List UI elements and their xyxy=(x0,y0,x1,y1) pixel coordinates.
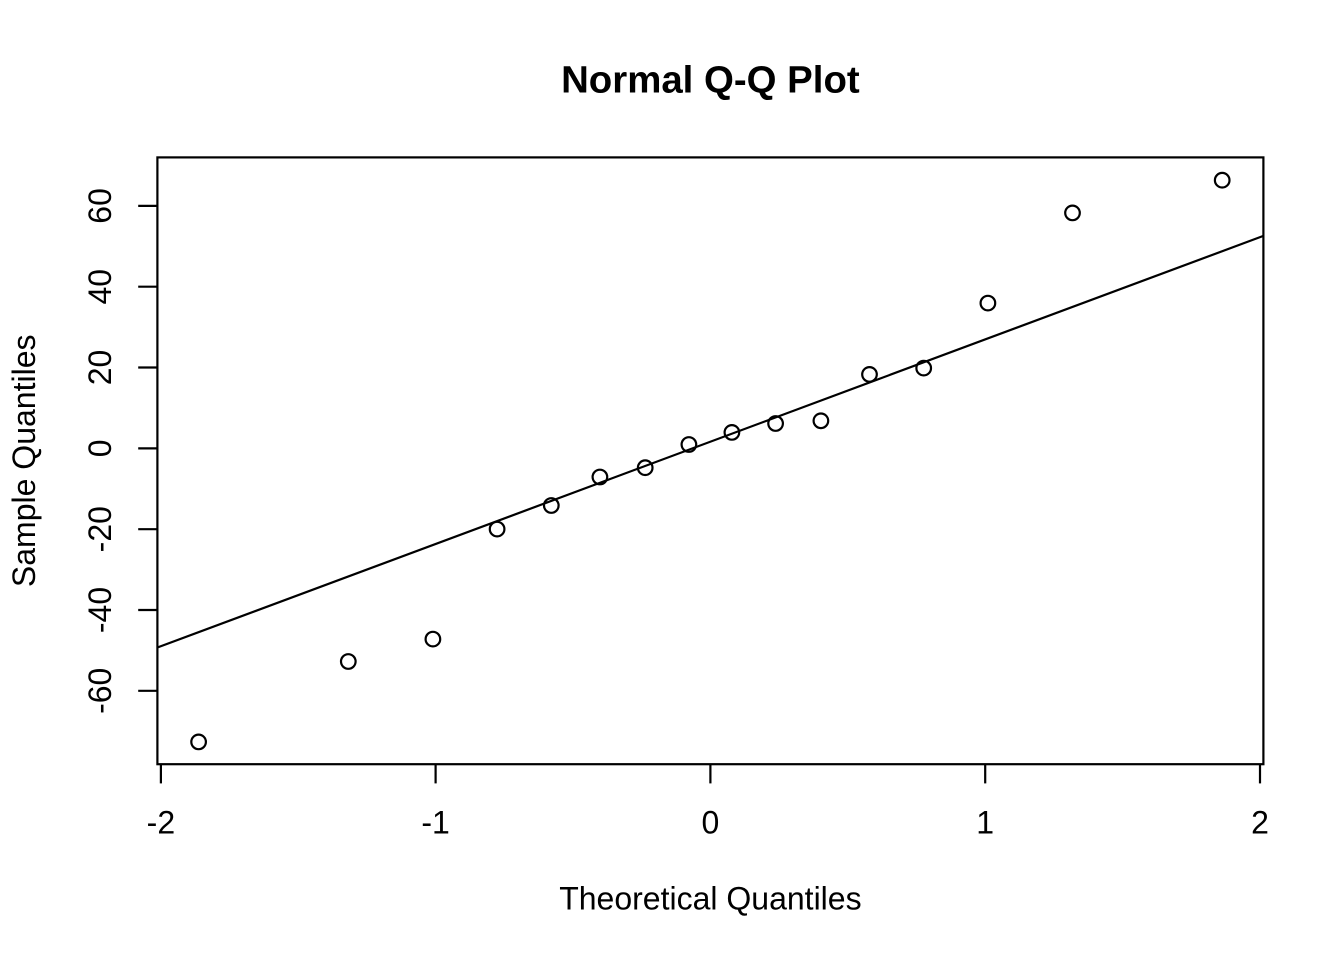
svg-text:0: 0 xyxy=(82,440,118,458)
svg-text:-1: -1 xyxy=(421,805,449,841)
svg-text:Theoretical Quantiles: Theoretical Quantiles xyxy=(559,880,861,916)
svg-text:0: 0 xyxy=(702,805,720,841)
svg-text:-20: -20 xyxy=(82,506,118,552)
svg-text:Normal Q-Q Plot: Normal Q-Q Plot xyxy=(561,59,860,102)
svg-text:-2: -2 xyxy=(147,805,175,841)
svg-text:2: 2 xyxy=(1251,805,1269,841)
svg-text:-60: -60 xyxy=(82,668,118,714)
svg-text:-40: -40 xyxy=(82,587,118,633)
svg-text:Sample Quantiles: Sample Quantiles xyxy=(6,335,42,588)
svg-text:60: 60 xyxy=(82,188,118,224)
svg-text:20: 20 xyxy=(82,350,118,386)
svg-text:1: 1 xyxy=(976,805,994,841)
svg-text:40: 40 xyxy=(82,269,118,305)
